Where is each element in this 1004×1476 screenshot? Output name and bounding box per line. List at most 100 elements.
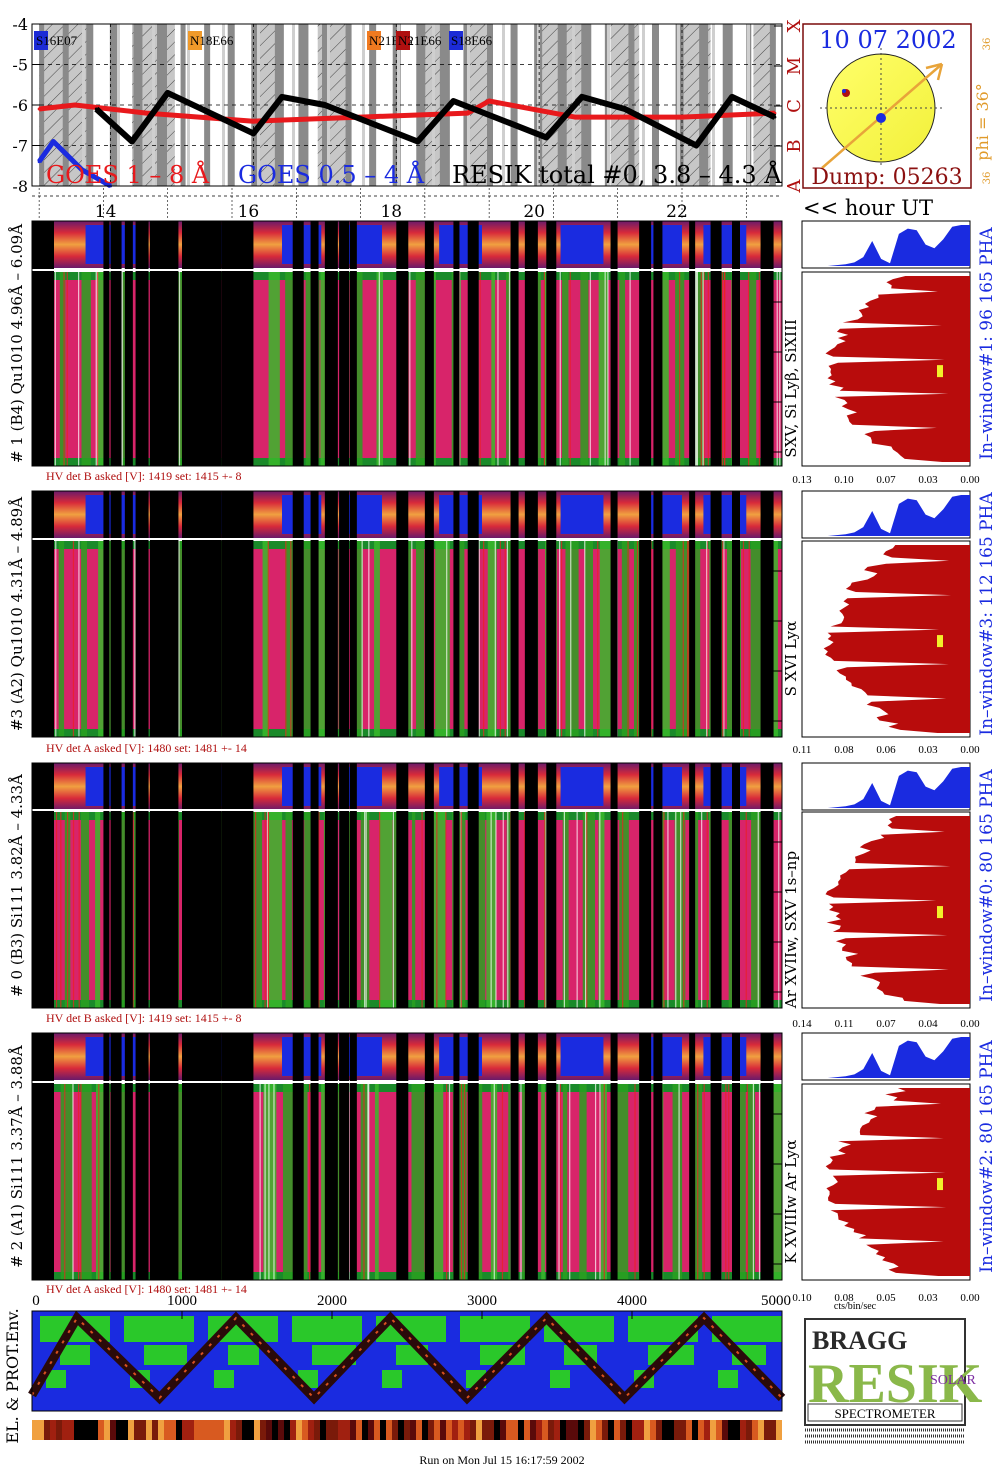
- legend-goes-0.5-4: GOES 0.5 – 4 Å: [238, 160, 425, 189]
- green-column-3-26: [522, 1084, 527, 1280]
- spectrum-streak-1-38: [570, 541, 572, 737]
- green-column-0-17: [355, 272, 363, 466]
- data-gap-0-11: [324, 221, 338, 466]
- data-gap-0-13: [349, 221, 357, 466]
- heat-cell-14: [116, 1420, 122, 1440]
- data-gap-3-10: [310, 1033, 319, 1280]
- ar-swatch-2: [367, 31, 381, 50]
- green-column-3-12: [263, 1084, 277, 1280]
- spectrum-streak-2-23: [683, 812, 685, 1008]
- data-gap-wide-2-2: [185, 763, 222, 1008]
- green-column-2-29: [582, 812, 595, 1008]
- data-gap-wide-2-3: [223, 763, 254, 1008]
- spectrum-streak-0-67: [748, 272, 750, 466]
- env-green-mid-1: [144, 1345, 187, 1365]
- data-gap-0-0: [103, 221, 110, 466]
- band-blue-0-6: [646, 225, 682, 264]
- data-gap-wide-1-1: [153, 491, 179, 737]
- goes-ytick-label-1: -5: [12, 56, 28, 75]
- spectrum-streak-0-10: [508, 272, 511, 466]
- data-gap-3-21: [610, 1033, 618, 1280]
- spectrum-streak-1-6: [361, 541, 363, 737]
- goes-ytick-label-3: -7: [12, 137, 28, 156]
- detector-ylabel-0: # 1 (B4) Qu1010 4.96Å – 6.09Å: [8, 224, 26, 463]
- heat-cell-98: [620, 1420, 626, 1440]
- data-gap-1-27: [760, 491, 774, 737]
- data-gap-2-9: [292, 763, 304, 1008]
- goes-class-label-0: X: [784, 19, 805, 32]
- saa-band-17: [439, 24, 450, 186]
- spectrum-streak-2-16: [364, 812, 366, 1008]
- spectrum-streak-0-41: [724, 272, 726, 466]
- heat-cell-54: [356, 1420, 362, 1440]
- heat-cell-22: [164, 1420, 170, 1440]
- series-2-point-6: [416, 139, 420, 143]
- heat-cell-8: [80, 1420, 86, 1440]
- data-gap-3-15: [424, 1033, 434, 1280]
- hour-unit-label: << hour UT: [803, 196, 933, 220]
- env-xtick-label-1: 1000: [167, 1293, 197, 1309]
- pha-histogram-3: [810, 1037, 970, 1078]
- detector-panel-2: HV det B asked [V]: 1419 set: 1415 +- 8 #…: [8, 762, 997, 1030]
- heat-cell-65: [422, 1420, 428, 1440]
- heat-cell-114: [716, 1420, 722, 1440]
- heat-cell-76: [488, 1420, 494, 1440]
- data-gap-2-1: [110, 763, 122, 1008]
- saa-band-31: [769, 24, 776, 186]
- spectrum-streak-3-17: [603, 1084, 605, 1280]
- saa-band-13: [345, 24, 352, 186]
- spectrum-streak-3-42: [349, 1084, 351, 1280]
- data-gap-3-18: [510, 1033, 519, 1280]
- spectrum-streak-2-26: [502, 812, 504, 1008]
- spectrum-streak-0-65: [679, 272, 681, 466]
- heat-cell-66: [428, 1420, 434, 1440]
- spectrum-streak-1-22: [55, 541, 57, 737]
- ar-label-1: N18E66: [190, 33, 234, 48]
- data-gap-2-23: [653, 763, 663, 1008]
- spectrum-streak-0-54: [559, 272, 561, 466]
- data-gap-3-12: [339, 1033, 350, 1280]
- heat-cell-102: [644, 1420, 650, 1440]
- spectrum-streak-3-47: [463, 1084, 466, 1280]
- heat-cell-62: [404, 1420, 410, 1440]
- goes-y-ticks: -4 -5 -6 -7 -8: [12, 15, 40, 196]
- goes-series: [37, 89, 777, 189]
- heat-cell-73: [470, 1420, 476, 1440]
- green-column-3-18: [374, 1084, 379, 1280]
- profile-xtick-1-4: 0.00: [960, 744, 980, 756]
- heat-cell-11: [98, 1420, 104, 1440]
- heat-cell-38: [260, 1420, 266, 1440]
- legend-goes-1-8: GOES 1 – 8 Å: [46, 160, 210, 189]
- heat-cell-78: [500, 1420, 506, 1440]
- spectrum-streak-3-30: [599, 1084, 601, 1280]
- spectrum-streak-3-45: [77, 1084, 80, 1280]
- spectrum-streak-2-13: [264, 812, 266, 1008]
- data-gap-0-2: [124, 221, 133, 466]
- profile-xtick-0-2: 0.07: [876, 474, 896, 486]
- ar-swatch-0: [34, 31, 48, 50]
- data-gap-0-25: [710, 221, 722, 466]
- spectrum-streak-3-3: [725, 1084, 727, 1280]
- hour-tick-label-0: 14: [95, 202, 117, 222]
- spectrum-streak-0-55: [569, 272, 571, 466]
- data-gap-start-0: [32, 221, 54, 466]
- heat-cell-121: [758, 1420, 764, 1440]
- green-column-2-38: [751, 812, 762, 1008]
- green-column-3-17: [360, 1084, 369, 1280]
- spectrum-streak-1-31: [504, 541, 506, 737]
- data-gap-1-22: [639, 491, 652, 737]
- green-column-0-4: [118, 272, 129, 466]
- data-gap-2-25: [710, 763, 722, 1008]
- heat-cell-80: [512, 1420, 518, 1440]
- spectrum-streak-2-28: [701, 812, 703, 1008]
- data-gap-3-14: [396, 1033, 409, 1280]
- data-gap-2-2: [124, 763, 133, 1008]
- profile-marker-3: [937, 1178, 943, 1191]
- spectrum-streak-0-64: [695, 272, 697, 466]
- light-band-1: [117, 24, 120, 186]
- heat-cell-56: [368, 1420, 374, 1440]
- data-gap-3-26: [732, 1033, 740, 1280]
- spectrum-streak-2-3: [78, 812, 80, 1008]
- data-gap-3-0: [103, 1033, 110, 1280]
